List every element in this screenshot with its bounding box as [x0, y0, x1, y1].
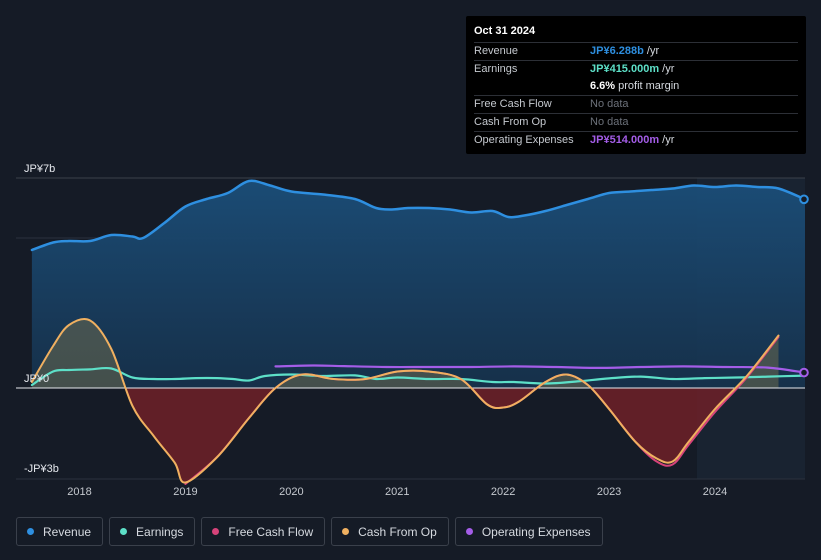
tooltip-suffix: /yr	[659, 63, 675, 75]
tooltip-value: No data	[590, 98, 629, 110]
y-tick-label: JP¥7b	[24, 163, 55, 175]
tooltip-suffix: /yr	[643, 45, 660, 57]
legend-label: Revenue	[43, 524, 92, 539]
series-line-earnings	[30, 366, 807, 387]
operating-expenses-end-marker	[799, 367, 809, 378]
tooltip-label: Cash From Op	[474, 116, 547, 128]
tooltip-value: No data	[590, 116, 629, 128]
x-tick-label: 2022	[491, 486, 515, 498]
tooltip-value: 6.6%	[590, 80, 616, 92]
tooltip-label: Operating Expenses	[474, 134, 574, 146]
tooltip-suffix: profit margin	[615, 80, 680, 92]
legend-item-earnings[interactable]: Earnings	[109, 517, 196, 546]
legend-label: Free Cash Flow	[228, 524, 314, 539]
tooltip-label: Free Cash Flow	[474, 98, 552, 110]
legend-dot-icon	[465, 528, 473, 535]
tooltip-row-earnings: Earnings JP¥415.000m /yr	[474, 60, 798, 78]
legend-label: Earnings	[136, 524, 184, 539]
tooltip-value: JP¥514.000m	[590, 134, 660, 146]
x-tick-label: 2024	[703, 486, 727, 498]
x-tick-label: 2023	[597, 486, 621, 498]
legend-item-operating-expenses[interactable]: Operating Expenses	[454, 517, 603, 546]
series-line-operating-expenses	[274, 364, 807, 374]
series-line-cash-from-op	[30, 317, 780, 484]
y-tick-label: -JP¥3b	[24, 463, 59, 475]
legend-dot-icon	[342, 528, 350, 535]
revenue-end-marker	[799, 194, 809, 205]
tooltip-label	[474, 78, 590, 95]
tooltip-row-fcf: Free Cash Flow No data	[474, 95, 798, 113]
x-tick-label: 2018	[67, 486, 91, 498]
tooltip-value: JP¥415.000m	[590, 63, 660, 75]
legend-item-revenue[interactable]: Revenue	[16, 517, 104, 546]
legend-label: Operating Expenses	[481, 524, 591, 539]
revenue-area	[31, 180, 805, 388]
tooltip-suffix: /yr	[659, 134, 675, 146]
x-tick-label: 2019	[173, 486, 197, 498]
legend-label: Cash From Op	[358, 524, 437, 539]
x-tick-label: 2020	[279, 486, 303, 498]
tooltip-date: Oct 31 2024	[474, 25, 536, 37]
legend-item-free-cash-flow[interactable]: Free Cash Flow	[201, 517, 326, 546]
legend-item-cash-from-op[interactable]: Cash From Op	[331, 517, 449, 546]
cash-from-op-area-negative	[31, 388, 779, 483]
tooltip-row-margin: 6.6% profit margin	[474, 78, 798, 95]
tooltip-label: Earnings	[474, 63, 518, 75]
y-tick-label: JP¥0	[24, 373, 49, 385]
legend: Revenue Earnings Free Cash Flow Cash Fro…	[16, 517, 603, 546]
x-tick-label: 2021	[385, 486, 409, 498]
series-line-revenue	[30, 179, 807, 252]
tooltip-value: JP¥6.288b	[590, 45, 644, 57]
cash-from-op-area-positive	[31, 318, 779, 388]
tooltip-row-revenue: Revenue JP¥6.288b /yr	[474, 42, 798, 60]
tooltip-label: Revenue	[474, 45, 519, 57]
legend-dot-icon	[27, 528, 34, 535]
tooltip-row-cfo: Cash From Op No data	[474, 113, 798, 131]
tooltip-panel: Oct 31 2024 Revenue JP¥6.288b /yr Earnin…	[466, 16, 806, 154]
tooltip-row-opex: Operating Expenses JP¥514.000m /yr	[474, 131, 798, 149]
legend-dot-icon	[120, 528, 128, 535]
legend-dot-icon	[212, 528, 220, 535]
